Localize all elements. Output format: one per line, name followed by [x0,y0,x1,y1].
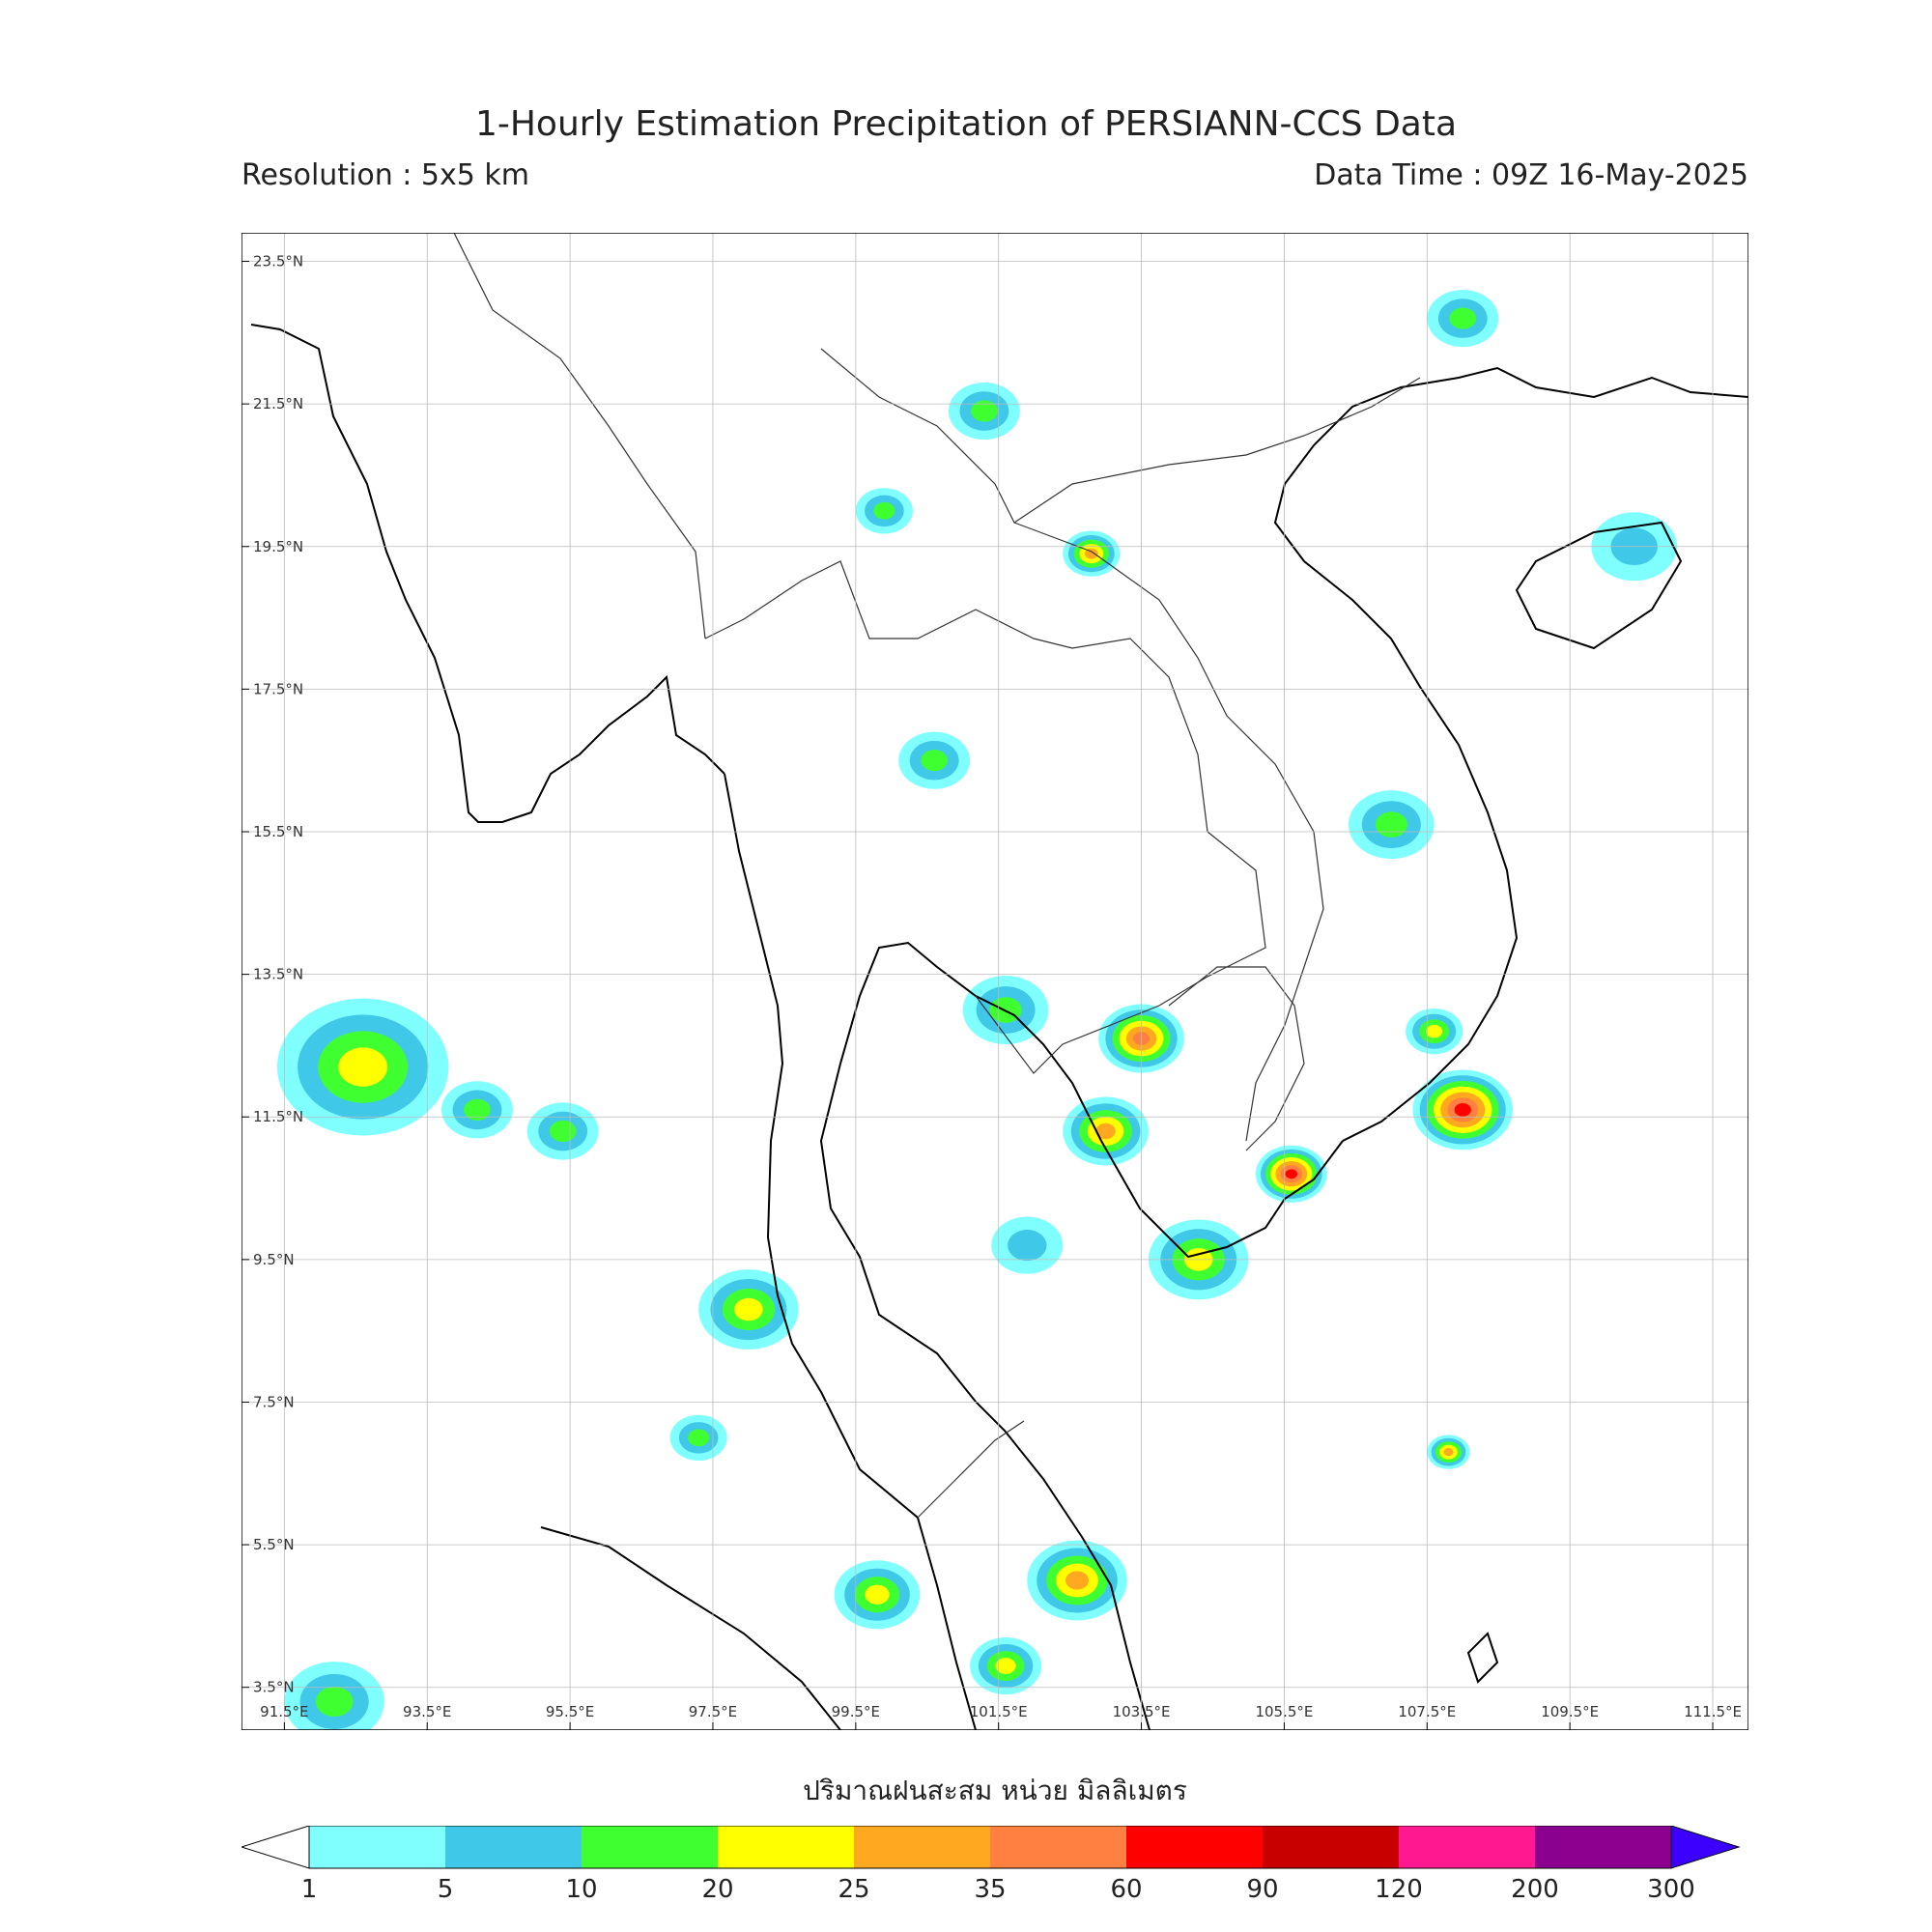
rain-cell [688,1429,710,1447]
border-malaysia [917,1420,1025,1519]
rain-cell [1454,1102,1471,1117]
rain-cell [921,750,949,772]
border-china [820,348,1421,524]
rain-cell [734,1297,763,1321]
colorbar-under-triangle [242,1826,310,1869]
colorbar-tick-label: 200 [1511,1875,1559,1903]
rain-cell [865,1584,890,1605]
border-cambodia [1168,966,1305,1151]
lat-tick-label: 7.5°N [253,1393,295,1410]
coastline-peninsula-west [724,773,977,1730]
lon-tick-label: 95.5°E [546,1703,594,1720]
colorbar-segment [990,1826,1126,1868]
colorbar-tick-label: 35 [974,1875,1006,1903]
colorbar-segment [854,1826,990,1868]
colorbar-segment [1535,1826,1671,1868]
rain-cell [549,1120,577,1143]
colorbar-tick-label: 90 [1246,1875,1278,1903]
colorbar-segment [1126,1826,1263,1868]
chart-title: 1-Hourly Estimation Precipitation of PER… [474,104,1458,144]
lon-tick-label: 97.5°E [689,1703,737,1720]
lat-tick-label: 17.5°N [253,680,303,697]
coastline-borneo [1466,1632,1499,1684]
lon-tick-label: 111.5°E [1684,1703,1742,1720]
precipitation-map[interactable]: 23.5°N 21.5°N 19.5°N 17.5°N 15.5°N 13.5°N 11.5… [242,233,1748,1730]
lat-tick-label: 13.5°N [253,966,303,983]
resolution-label: Resolution : 5x5 km [242,158,529,192]
lon-tick-label: 105.5°E [1255,1703,1313,1720]
colorbar-tick-label: 120 [1375,1875,1423,1903]
lat-tick-label: 21.5°N [253,395,303,412]
colorbar-tick-label: 20 [701,1875,733,1903]
lon-tick-label: 101.5°E [970,1703,1028,1720]
border-thailand [704,560,1266,1074]
colorbar-segment [1399,1826,1535,1868]
rain-cell [1375,811,1407,838]
border-laos-vietnam [1013,522,1324,1142]
longitude-ticks: 91.5°E 93.5°E 95.5°E 97.5°E 99.5°E 101.5°E 103… [260,1703,1742,1730]
lat-tick-label: 23.5°N [253,253,303,270]
lon-tick-label: 99.5°E [832,1703,880,1720]
colorbar-segment [582,1826,718,1868]
latitude-ticks: 23.5°N 21.5°N 19.5°N 17.5°N 15.5°N 13.5°N 11.5… [242,253,303,1696]
colorbar-over-triangle [1670,1826,1741,1869]
lon-tick-label: 103.5°E [1113,1703,1171,1720]
colorbar-frame [308,1826,1672,1869]
rain-cell [338,1047,388,1087]
lon-tick-label: 107.5°E [1398,1703,1456,1720]
colorbar: 1 5 10 20 25 35 60 90 120 200 300 [242,1826,1741,1903]
rain-cell [1285,1169,1297,1179]
colorbar-segment [1263,1826,1399,1868]
data-time-label: Data Time : 09Z 16-May-2025 [1314,158,1748,192]
colorbar-segment [718,1826,854,1868]
coastline-hainan [1515,521,1683,650]
colorbar-segment [309,1826,445,1868]
rain-cell [1084,548,1098,559]
rain-cell [464,1098,491,1121]
colorbar-segment [445,1826,582,1868]
rain-cell [1065,1571,1089,1590]
lat-tick-label: 19.5°N [253,538,303,555]
lat-tick-label: 5.5°N [253,1536,295,1553]
rain-cell [1095,1122,1116,1140]
lon-tick-label: 91.5°E [260,1703,308,1720]
coastline-vietnam [1273,366,1748,1142]
colorbar-tick-label: 10 [565,1875,597,1903]
colorbar-tick-label: 5 [438,1875,454,1903]
rain-cell [1443,1448,1454,1457]
colorbar-label: ปริมาณฝนสะสม หน่วย มิลลิเมตร [803,1775,1187,1806]
colorbar-tick-label: 300 [1647,1875,1695,1903]
border-layer [453,233,1421,1519]
lat-tick-label: 15.5°N [253,823,303,840]
rain-cell [873,501,895,520]
lat-tick-label: 3.5°N [253,1679,295,1696]
colorbar-tick-label: 60 [1110,1875,1142,1903]
colorbar-tick-label: 25 [838,1875,869,1903]
coastline-gulf [819,941,1344,1730]
coastline-myanmar [250,324,725,823]
lat-tick-label: 9.5°N [253,1251,295,1268]
coastline-layer [250,324,1748,1730]
grid-layer [242,233,1748,1730]
coastline-sumatra [540,1526,841,1730]
lat-tick-label: 11.5°N [253,1108,303,1125]
rain-cell [315,1686,354,1718]
rain-cell [971,400,998,422]
border-myanmar-east [453,233,706,639]
rain-cell [1449,307,1477,329]
lon-tick-label: 93.5°E [403,1703,451,1720]
rain-cell [1426,1024,1443,1038]
rain-cell [1008,1229,1047,1262]
rain-cell [995,1658,1016,1675]
lon-tick-label: 109.5°E [1541,1703,1599,1720]
colorbar-tick-label: 1 [301,1875,318,1903]
